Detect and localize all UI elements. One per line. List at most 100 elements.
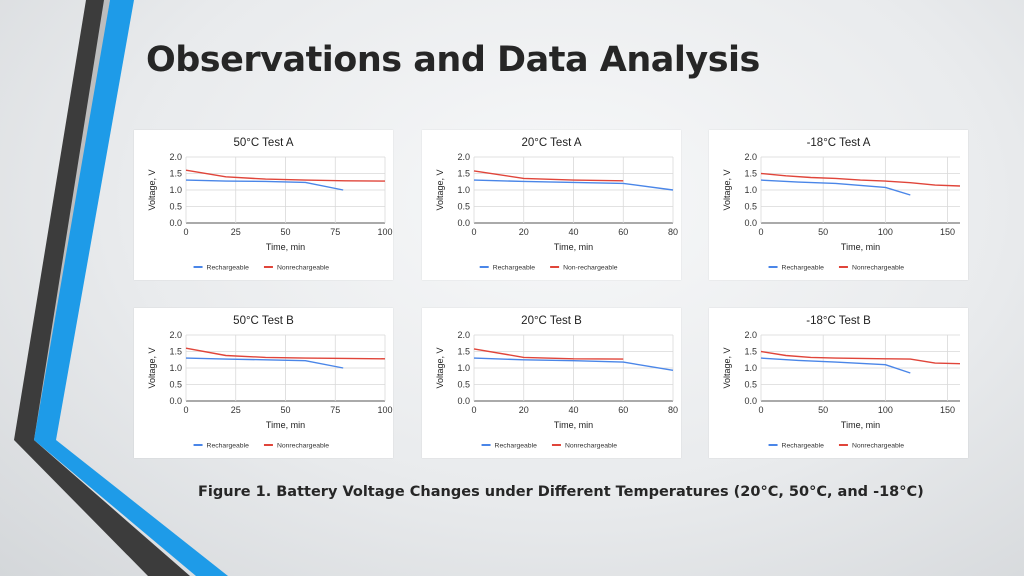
- x-tick-label: 50: [280, 227, 290, 237]
- x-tick-label: 50: [818, 405, 828, 415]
- x-tick-label: 0: [471, 227, 476, 237]
- chart-title: -18°C Test B: [806, 315, 871, 327]
- x-tick-label: 25: [231, 405, 241, 415]
- x-tick-label: 0: [183, 227, 188, 237]
- y-tick-label: 1.0: [457, 363, 470, 373]
- series-line-nonrechargeable: [760, 350, 961, 365]
- legend-label: Nonrechargeable: [852, 443, 904, 450]
- x-tick-label: 20: [519, 405, 529, 415]
- series-line-nonrechargeable: [473, 170, 624, 182]
- chart-svg: 50°C Test B 0.0 0.5 1.0 1.5 2.0 0 25 50 75 100 Time…: [147, 315, 393, 450]
- x-tick-label: 0: [471, 405, 476, 415]
- chart-50c-test-b: 50°C Test B 0.0 0.5 1.0 1.5 2.0 0 25 50 75 100 Time…: [134, 308, 393, 458]
- y-tick-label: 2.0: [169, 330, 182, 340]
- x-axis-title: Time, min: [266, 242, 305, 252]
- legend-label: Rechargeable: [495, 443, 538, 450]
- y-tick-label: 0.5: [457, 380, 470, 390]
- x-tick-label: 0: [183, 405, 188, 415]
- y-tick-label: 0.0: [744, 396, 757, 406]
- series-line-rechargeable: [760, 179, 911, 196]
- series-line-rechargeable: [473, 179, 674, 191]
- x-tick-label: 100: [377, 227, 392, 237]
- series-line-nonrechargeable: [185, 169, 386, 182]
- series-line-nonrechargeable: [760, 172, 961, 187]
- x-tick-label: 80: [668, 227, 678, 237]
- y-tick-label: 1.0: [744, 185, 757, 195]
- dark-stripe: [14, 0, 104, 440]
- legend-label: Rechargeable: [782, 265, 825, 272]
- figure-caption: Figure 1. Battery Voltage Changes under …: [198, 484, 924, 500]
- y-tick-label: 0.5: [744, 202, 757, 212]
- y-tick-label: 1.0: [457, 185, 470, 195]
- x-tick-label: 60: [618, 227, 628, 237]
- x-tick-label: 150: [940, 227, 955, 237]
- y-axis-title: Voltage, V: [722, 169, 732, 210]
- x-tick-label: 50: [818, 227, 828, 237]
- legend-label: Nonrechargeable: [277, 265, 329, 272]
- chart-svg: 50°C Test A 0.0 0.5 1.0 1.5 2.0 0 25 50 75 100 Time…: [147, 137, 393, 272]
- x-tick-label: 60: [618, 405, 628, 415]
- legend-label: Non-rechargeable: [563, 265, 618, 272]
- x-tick-label: 40: [568, 405, 578, 415]
- series-line-rechargeable: [185, 179, 344, 191]
- legend-label: Rechargeable: [493, 265, 536, 272]
- x-tick-label: 100: [878, 405, 893, 415]
- chart-title: -18°C Test A: [807, 137, 871, 149]
- y-axis-title: Voltage, V: [147, 347, 157, 388]
- x-tick-label: 100: [878, 227, 893, 237]
- blue-stripe: [34, 0, 134, 440]
- x-tick-label: 40: [568, 227, 578, 237]
- y-tick-label: 2.0: [457, 152, 470, 162]
- legend-label: Nonrechargeable: [565, 443, 617, 450]
- y-tick-label: 0.5: [169, 380, 182, 390]
- y-tick-label: 1.0: [169, 185, 182, 195]
- series-line-rechargeable: [473, 357, 674, 371]
- x-tick-label: 0: [758, 405, 763, 415]
- y-axis-title: Voltage, V: [147, 169, 157, 210]
- y-tick-label: 1.5: [744, 169, 757, 179]
- chart-title: 20°C Test A: [521, 137, 581, 149]
- series-line-rechargeable: [760, 357, 911, 374]
- y-tick-label: 1.0: [744, 363, 757, 373]
- y-tick-label: 0.0: [169, 218, 182, 228]
- x-tick-label: 75: [330, 405, 340, 415]
- chart-20c-test-b: 20°C Test B 0.0 0.5 1.0 1.5 2.0 0 20 40 60 80 Time,…: [422, 308, 681, 458]
- x-axis-title: Time, min: [841, 242, 880, 252]
- y-tick-label: 0.0: [457, 396, 470, 406]
- chart-svg: -18°C Test B 0.0 0.5 1.0 1.5 2.0 0 50 100 150 Time…: [722, 315, 961, 450]
- x-axis-title: Time, min: [841, 420, 880, 430]
- x-axis-title: Time, min: [266, 420, 305, 430]
- dark-corner-stripe: [14, 440, 190, 576]
- y-tick-label: 2.0: [457, 330, 470, 340]
- y-tick-label: 1.5: [457, 169, 470, 179]
- series-line-rechargeable: [185, 357, 344, 369]
- y-tick-label: 0.5: [457, 202, 470, 212]
- y-axis-title: Voltage, V: [435, 347, 445, 388]
- series-line-nonrechargeable: [473, 348, 624, 360]
- x-axis-title: Time, min: [554, 420, 593, 430]
- x-tick-label: 80: [668, 405, 678, 415]
- y-tick-label: 1.0: [169, 363, 182, 373]
- series-line-nonrechargeable: [185, 347, 386, 360]
- y-tick-label: 2.0: [744, 152, 757, 162]
- chart-svg: 20°C Test B 0.0 0.5 1.0 1.5 2.0 0 20 40 60 80 Time,…: [435, 315, 678, 450]
- y-tick-label: 1.5: [169, 347, 182, 357]
- slide-title: Observations and Data Analysis: [146, 40, 760, 80]
- y-tick-label: 0.0: [457, 218, 470, 228]
- x-axis-title: Time, min: [554, 242, 593, 252]
- y-tick-label: 1.5: [169, 169, 182, 179]
- chart-20c-test-a: 20°C Test A 0.0 0.5 1.0 1.5 2.0 0 20 40 60 80 Time,…: [422, 130, 681, 280]
- legend-label: Rechargeable: [782, 443, 825, 450]
- y-tick-label: 2.0: [169, 152, 182, 162]
- legend-label: Nonrechargeable: [277, 443, 329, 450]
- chart-svg: -18°C Test A 0.0 0.5 1.0 1.5 2.0 0 50 100 150 Time…: [722, 137, 961, 272]
- chart-title: 20°C Test B: [521, 315, 582, 327]
- legend-label: Nonrechargeable: [852, 265, 904, 272]
- chart-minus18c-test-a: -18°C Test A 0.0 0.5 1.0 1.5 2.0 0 50 100 150 Time…: [709, 130, 968, 280]
- y-tick-label: 2.0: [744, 330, 757, 340]
- y-tick-label: 1.5: [457, 347, 470, 357]
- x-tick-label: 20: [519, 227, 529, 237]
- chart-50c-test-a: 50°C Test A 0.0 0.5 1.0 1.5 2.0 0 25 50 75 100 Time…: [134, 130, 393, 280]
- x-tick-label: 50: [280, 405, 290, 415]
